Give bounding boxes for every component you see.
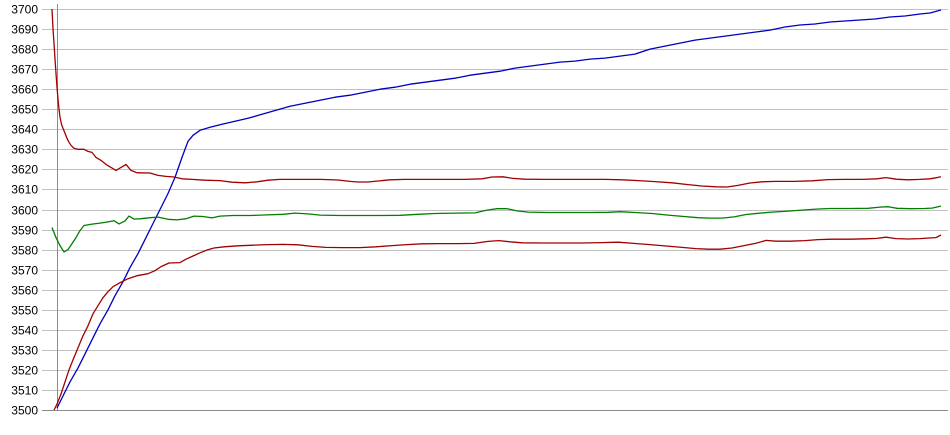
y-axis-tick-label: 3670	[11, 63, 38, 77]
y-axis-labels: 3700 3690 3680 3670 3660 3650 3640 3630 3620 3610…	[11, 3, 38, 418]
y-axis-tick-label: 3590	[11, 224, 38, 238]
y-axis-tick-label: 3500	[11, 404, 38, 418]
y-axis-tick-label: 3660	[11, 83, 38, 97]
y-axis-tick-label: 3580	[11, 244, 38, 258]
y-axis-tick-label: 3530	[11, 344, 38, 358]
y-axis-tick-label: 3550	[11, 304, 38, 318]
y-axis-tick-label: 3630	[11, 143, 38, 157]
red-lower-line	[53, 234, 942, 411]
y-axis-tick-label: 3700	[11, 3, 38, 17]
y-axis-tick-label: 3570	[11, 264, 38, 278]
y-axis-tick-label: 3640	[11, 123, 38, 137]
red-upper-line	[51, 8, 942, 188]
y-axis-tick-label: 3680	[11, 43, 38, 57]
blue-rising-line	[56, 9, 942, 409]
green-middle-line	[51, 205, 942, 253]
y-axis-tick-label: 3650	[11, 103, 38, 117]
y-axis-tick-label: 3600	[11, 204, 38, 218]
y-axis-tick-label: 3610	[11, 183, 38, 197]
y-axis-tick-label: 3560	[11, 284, 38, 298]
y-axis-tick-label: 3510	[11, 384, 38, 398]
data-series	[51, 8, 942, 411]
y-axis-tick-label: 3540	[11, 324, 38, 338]
gridlines	[42, 9, 948, 411]
y-axis-tick-label: 3690	[11, 23, 38, 37]
y-axis-tick-label: 3520	[11, 364, 38, 378]
y-axis-tick-label: 3620	[11, 163, 38, 177]
